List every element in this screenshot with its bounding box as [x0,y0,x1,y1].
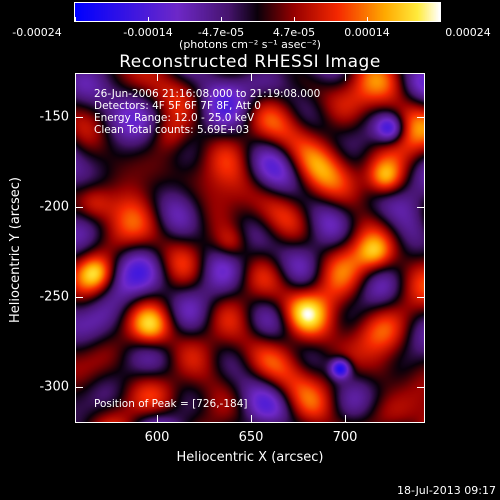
colorbar-tick-label: -4.7e-05 [197,26,245,39]
colorbar-tick-label: -0.00024 [12,26,62,39]
colorbar [74,2,441,22]
y-tick-mark [75,207,83,208]
colorbar-tick [221,17,222,21]
info-detectors: Detectors: 4F 5F 6F 7F 8F, Att 0 [94,100,261,112]
x-tick-mark [345,415,346,423]
y-tick-mark [417,297,425,298]
y-tick-label: -250 [39,289,69,305]
y-axis-label: Heliocentric Y (arcsec) [8,177,23,323]
colorbar-tick-label: -0.00014 [123,26,173,39]
colorbar-tick-label: 0.00014 [344,26,390,39]
colorbar-tick [148,17,149,21]
x-tick-mark [157,73,158,81]
colorbar-tick [294,17,295,21]
y-tick-label: -300 [39,379,69,395]
info-clean: Clean Total counts: 5.69E+03 [94,124,250,136]
colorbar-tick [75,17,76,21]
info-energy-range: Energy Range: 12.0 - 25.0 keV [94,112,255,124]
y-tick-label: -200 [39,199,69,215]
colorbar-tick-label: 0.00024 [445,26,491,39]
y-tick-mark [417,117,425,118]
x-tick-label: 650 [238,430,264,445]
colorbar-tick-label: 4.7e-05 [272,26,316,39]
x-axis-label: Heliocentric X (arcsec) [176,450,324,465]
info-peak-position: Position of Peak = [726,-184] [94,398,248,410]
y-tick-mark [75,387,83,388]
rhessi-image [75,73,425,423]
y-tick-mark [417,207,425,208]
y-tick-mark [75,297,83,298]
y-tick-label: -150 [39,109,69,125]
colorbar-tick [367,17,368,21]
x-tick-mark [345,73,346,81]
plot-frame [75,73,425,423]
x-tick-mark [251,73,252,81]
colorbar-tick [439,17,440,21]
colorbar-units: (photons cm⁻² s⁻¹ asec⁻²) [179,38,321,51]
info-time-range: 26-Jun-2006 21:16:08.000 to 21:19:08.000 [94,88,321,100]
image-title: Reconstructed RHESSI Image [119,52,381,72]
x-tick-mark [251,415,252,423]
x-tick-mark [157,415,158,423]
x-tick-label: 700 [332,430,358,445]
y-tick-mark [75,117,83,118]
y-tick-mark [417,387,425,388]
timestamp: 18-Jul-2013 09:17 [396,484,496,497]
x-tick-label: 600 [144,430,170,445]
